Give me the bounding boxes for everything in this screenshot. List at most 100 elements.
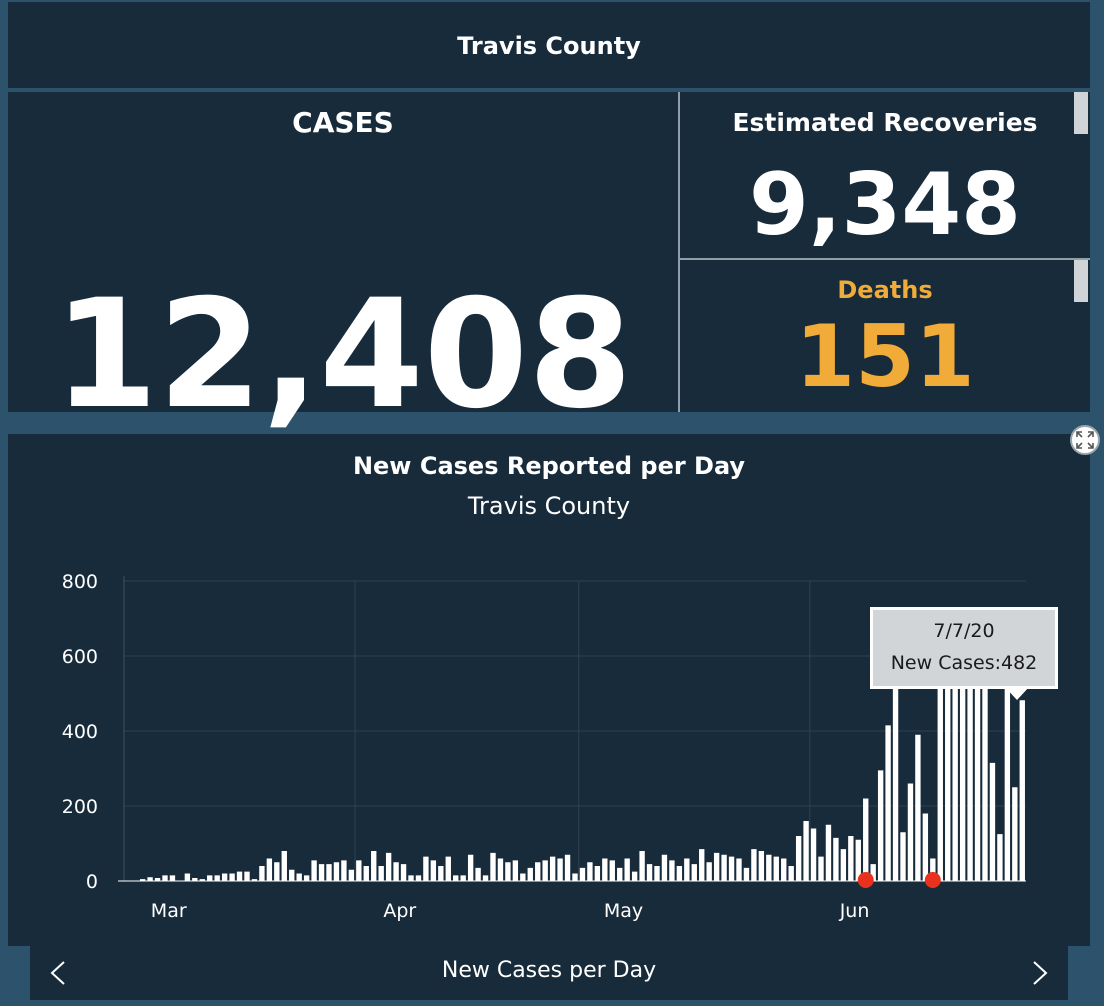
cases-label: CASES <box>292 106 394 139</box>
chart-bar <box>1019 700 1025 881</box>
chart-bar <box>676 866 683 881</box>
chart-bar <box>930 858 936 881</box>
chart-bar <box>691 864 697 881</box>
chart-subtitle: Travis County <box>467 492 631 520</box>
chart-bar <box>497 858 504 881</box>
chart-bar <box>773 856 779 881</box>
chart-bar <box>400 864 407 881</box>
recoveries-label: Estimated Recoveries <box>732 108 1038 137</box>
chart-bar <box>937 611 943 881</box>
chart-bar <box>318 864 325 881</box>
chart-bar <box>430 860 437 881</box>
chart-bar <box>751 849 757 881</box>
chart-bar <box>475 867 481 881</box>
chart-bar <box>236 871 243 881</box>
chart-bar <box>870 864 876 881</box>
chart-bar <box>259 866 265 881</box>
chart-bar <box>699 849 705 881</box>
chart-bar <box>423 856 429 881</box>
chart-bar <box>311 860 317 881</box>
chart-bar <box>221 873 228 881</box>
chart-bar <box>982 659 988 881</box>
chart-bar <box>758 851 765 881</box>
chart-bar <box>289 869 295 881</box>
chart-bar <box>713 852 720 881</box>
panel-divider <box>680 258 1090 260</box>
chart-bar <box>326 864 332 881</box>
chart-bar <box>281 851 287 881</box>
chart-bar <box>207 875 213 881</box>
chart-bar <box>564 854 571 881</box>
chart-bar <box>617 867 623 881</box>
x-tick-label: Mar <box>151 900 187 922</box>
chart-bar <box>274 862 280 881</box>
chart-bar <box>393 862 399 881</box>
chart-bar <box>594 866 601 881</box>
chart-bar <box>408 875 414 881</box>
chart-bar <box>833 837 839 881</box>
chart-bar <box>587 862 593 881</box>
deaths-label: Deaths <box>837 276 933 304</box>
header-panel: Travis County <box>8 2 1090 88</box>
chart-bar <box>900 832 906 881</box>
expand-button[interactable] <box>1070 425 1100 455</box>
chart-bar <box>967 671 973 881</box>
chart-bar <box>229 873 235 881</box>
tooltip-pointer <box>1004 686 1030 700</box>
y-tick-label: 800 <box>62 571 98 593</box>
chart-bar <box>512 860 519 881</box>
cases-value: 12,408 <box>53 268 633 442</box>
chevron-left-icon[interactable] <box>46 960 70 986</box>
chart-bar <box>169 875 176 881</box>
chart-bar <box>922 813 929 881</box>
chart-bar <box>624 858 630 881</box>
chart-bar <box>631 871 638 881</box>
chart-bar <box>959 654 966 881</box>
chart-bar <box>654 866 660 881</box>
chart-bar <box>602 858 608 881</box>
deaths-scrollbar[interactable] <box>1074 260 1088 302</box>
chart-bar <box>154 878 161 881</box>
chart-bar <box>467 854 474 881</box>
chevron-right-icon[interactable] <box>1028 960 1052 986</box>
chart-bar <box>974 661 981 881</box>
chart-bar <box>303 875 310 881</box>
chart-bar <box>453 875 459 881</box>
chart-bar <box>572 873 578 881</box>
chart-bar <box>460 875 466 881</box>
chart-bar <box>863 798 869 881</box>
event-marker <box>924 872 941 888</box>
chart-bar <box>348 869 355 881</box>
chart-bar <box>542 860 548 881</box>
tooltip-date: 7/7/20 <box>933 620 995 642</box>
recoveries-scrollbar[interactable] <box>1074 92 1088 134</box>
bar-chart[interactable]: 0 200 400 600 800 Mar Apr May Jun <box>8 434 1090 946</box>
chart-bar <box>527 867 533 881</box>
chart-bar <box>788 866 794 881</box>
chart-bar <box>482 875 489 881</box>
chart-bar <box>549 856 556 881</box>
chart-bar <box>520 873 526 881</box>
chart-bar <box>139 879 146 881</box>
chart-bar <box>810 828 817 881</box>
chart-bar <box>199 879 205 881</box>
chart-bar <box>825 824 832 881</box>
chart-bar <box>363 866 369 881</box>
chart-bar <box>184 873 191 881</box>
chart-bar <box>385 852 392 881</box>
chart-bar <box>661 854 668 881</box>
chart-bar <box>646 864 653 881</box>
chart-bar <box>333 862 340 881</box>
chart-bar <box>915 734 921 881</box>
chart-bar <box>371 851 377 881</box>
chart-bar <box>669 860 675 881</box>
chart-bar <box>356 860 362 881</box>
chart-bar <box>907 783 914 881</box>
y-tick-label: 600 <box>62 646 98 668</box>
chart-bar <box>743 867 750 881</box>
chart-navigation-footer: New Cases per Day <box>30 946 1068 1000</box>
chart-bar <box>855 839 861 881</box>
chart-bar <box>795 836 802 881</box>
chart-bar <box>609 860 615 881</box>
y-tick-label: 200 <box>62 796 98 818</box>
